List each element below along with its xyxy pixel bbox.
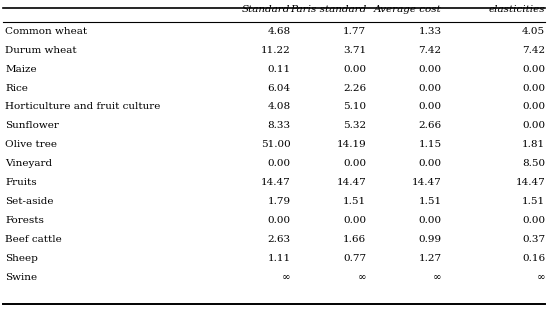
Text: 0.00: 0.00: [343, 216, 366, 225]
Text: Standard: Standard: [242, 5, 290, 14]
Text: 1.77: 1.77: [343, 27, 366, 35]
Text: Rice: Rice: [5, 84, 28, 92]
Text: 4.08: 4.08: [267, 103, 290, 111]
Text: Vineyard: Vineyard: [5, 160, 53, 168]
Text: Forests: Forests: [5, 216, 44, 225]
Text: 1.79: 1.79: [267, 197, 290, 206]
Text: 1.15: 1.15: [419, 141, 442, 149]
Text: ∞: ∞: [536, 273, 545, 282]
Text: ∞: ∞: [282, 273, 290, 282]
Text: 4.05: 4.05: [522, 27, 545, 35]
Text: 2.66: 2.66: [419, 122, 442, 130]
Text: ∞: ∞: [357, 273, 366, 282]
Text: Sheep: Sheep: [5, 254, 38, 263]
Text: 0.77: 0.77: [343, 254, 366, 263]
Text: Fruits: Fruits: [5, 179, 37, 187]
Text: 14.47: 14.47: [261, 179, 290, 187]
Text: 51.00: 51.00: [261, 141, 290, 149]
Text: 0.00: 0.00: [419, 160, 442, 168]
Text: 0.11: 0.11: [267, 65, 290, 73]
Text: 5.10: 5.10: [343, 103, 366, 111]
Text: 7.42: 7.42: [522, 46, 545, 54]
Text: 1.27: 1.27: [419, 254, 442, 263]
Text: 7.42: 7.42: [419, 46, 442, 54]
Text: 1.51: 1.51: [522, 197, 545, 206]
Text: Common wheat: Common wheat: [5, 27, 88, 35]
Text: 0.00: 0.00: [522, 65, 545, 73]
Text: 1.81: 1.81: [522, 141, 545, 149]
Text: Swine: Swine: [5, 273, 38, 282]
Text: 14.47: 14.47: [336, 179, 366, 187]
Text: 0.16: 0.16: [522, 254, 545, 263]
Text: 11.22: 11.22: [261, 46, 290, 54]
Text: Maize: Maize: [5, 65, 37, 73]
Text: 0.00: 0.00: [419, 65, 442, 73]
Text: 0.00: 0.00: [419, 84, 442, 92]
Text: 8.50: 8.50: [522, 160, 545, 168]
Text: 14.47: 14.47: [412, 179, 442, 187]
Text: 1.66: 1.66: [343, 235, 366, 244]
Text: Average cost: Average cost: [374, 5, 442, 14]
Text: 0.00: 0.00: [343, 65, 366, 73]
Text: 6.04: 6.04: [267, 84, 290, 92]
Text: 1.11: 1.11: [267, 254, 290, 263]
Text: Paris standard: Paris standard: [290, 5, 366, 14]
Text: 0.00: 0.00: [522, 84, 545, 92]
Text: 0.00: 0.00: [419, 216, 442, 225]
Text: Beef cattle: Beef cattle: [5, 235, 62, 244]
Text: 0.00: 0.00: [343, 160, 366, 168]
Text: elasticities: elasticities: [489, 5, 545, 14]
Text: 0.99: 0.99: [419, 235, 442, 244]
Text: Set-aside: Set-aside: [5, 197, 54, 206]
Text: Sunflower: Sunflower: [5, 122, 59, 130]
Text: 3.71: 3.71: [343, 46, 366, 54]
Text: 14.19: 14.19: [336, 141, 366, 149]
Text: 0.00: 0.00: [522, 122, 545, 130]
Text: 14.47: 14.47: [516, 179, 545, 187]
Text: ∞: ∞: [433, 273, 442, 282]
Text: 0.00: 0.00: [419, 103, 442, 111]
Text: 1.33: 1.33: [419, 27, 442, 35]
Text: 4.68: 4.68: [267, 27, 290, 35]
Text: 8.33: 8.33: [267, 122, 290, 130]
Text: Olive tree: Olive tree: [5, 141, 58, 149]
Text: 0.00: 0.00: [267, 160, 290, 168]
Text: Durum wheat: Durum wheat: [5, 46, 77, 54]
Text: 0.37: 0.37: [522, 235, 545, 244]
Text: 0.00: 0.00: [267, 216, 290, 225]
Text: 1.51: 1.51: [343, 197, 366, 206]
Text: Horticulture and fruit culture: Horticulture and fruit culture: [5, 103, 161, 111]
Text: 0.00: 0.00: [522, 103, 545, 111]
Text: 2.26: 2.26: [343, 84, 366, 92]
Text: 2.63: 2.63: [267, 235, 290, 244]
Text: 1.51: 1.51: [419, 197, 442, 206]
Text: 5.32: 5.32: [343, 122, 366, 130]
Text: 0.00: 0.00: [522, 216, 545, 225]
